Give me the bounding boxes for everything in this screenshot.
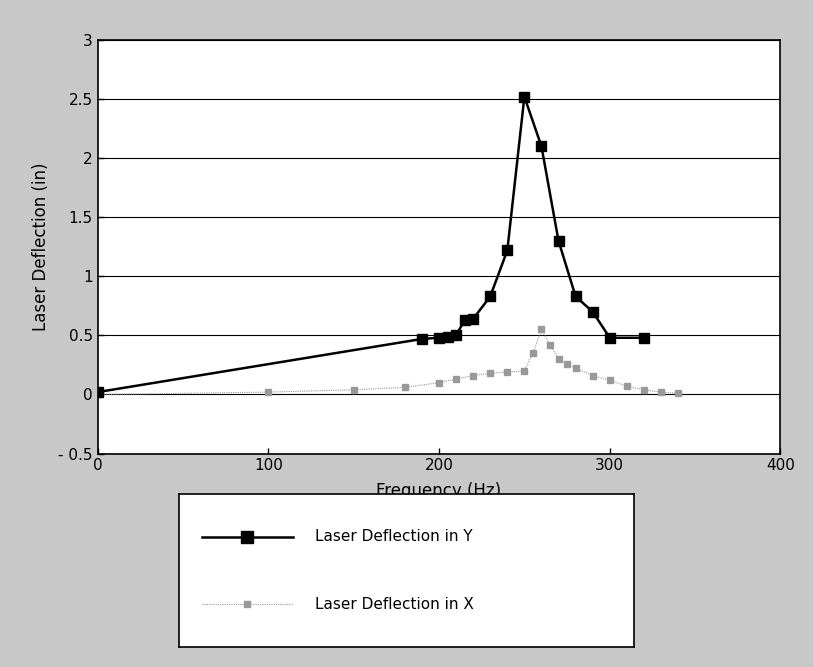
Laser Deflection in Y: [451, 331, 461, 340]
Laser Deflection in X: [656, 388, 666, 396]
Laser Deflection in Y: [571, 292, 580, 300]
Laser Deflection in Y: [442, 333, 452, 341]
Laser Deflection in X: [451, 375, 461, 383]
Line: Laser Deflection in Y: Laser Deflection in Y: [93, 92, 649, 397]
X-axis label: Frequency (Hz): Frequency (Hz): [376, 482, 502, 500]
Laser Deflection in Y: [485, 292, 495, 300]
Laser Deflection in X: [93, 390, 102, 398]
Y-axis label: Laser Deflection (in): Laser Deflection (in): [32, 163, 50, 331]
Laser Deflection in X: [349, 386, 359, 394]
Laser Deflection in Y: [605, 334, 615, 342]
Laser Deflection in X: [639, 386, 649, 394]
Laser Deflection in X: [468, 372, 478, 380]
Laser Deflection in X: [502, 368, 512, 376]
Laser Deflection in X: [263, 388, 273, 396]
Laser Deflection in Y: [502, 246, 512, 254]
Laser Deflection in X: [537, 325, 546, 334]
Laser Deflection in X: [571, 364, 580, 372]
Text: Laser Deflection in X: Laser Deflection in X: [315, 596, 474, 612]
Laser Deflection in Y: [588, 307, 598, 315]
Laser Deflection in Y: [554, 237, 563, 245]
Laser Deflection in X: [563, 360, 572, 368]
Laser Deflection in X: [485, 370, 495, 378]
Laser Deflection in X: [554, 355, 563, 363]
Laser Deflection in Y: [468, 315, 478, 323]
Laser Deflection in X: [605, 376, 615, 384]
Laser Deflection in Y: [417, 335, 427, 343]
Laser Deflection in X: [673, 390, 683, 398]
Laser Deflection in Y: [93, 388, 102, 396]
Laser Deflection in Y: [434, 334, 444, 342]
Laser Deflection in Y: [639, 334, 649, 342]
Laser Deflection in Y: [537, 142, 546, 150]
Laser Deflection in X: [588, 372, 598, 380]
Laser Deflection in X: [400, 384, 410, 392]
Laser Deflection in X: [528, 349, 538, 357]
Laser Deflection in X: [622, 382, 632, 390]
Laser Deflection in X: [434, 379, 444, 387]
Laser Deflection in X: [520, 367, 529, 375]
Laser Deflection in Y: [460, 316, 470, 324]
Laser Deflection in Y: [520, 93, 529, 101]
Text: Laser Deflection in Y: Laser Deflection in Y: [315, 529, 473, 544]
Laser Deflection in X: [546, 341, 555, 349]
Line: Laser Deflection in X: Laser Deflection in X: [95, 327, 680, 398]
